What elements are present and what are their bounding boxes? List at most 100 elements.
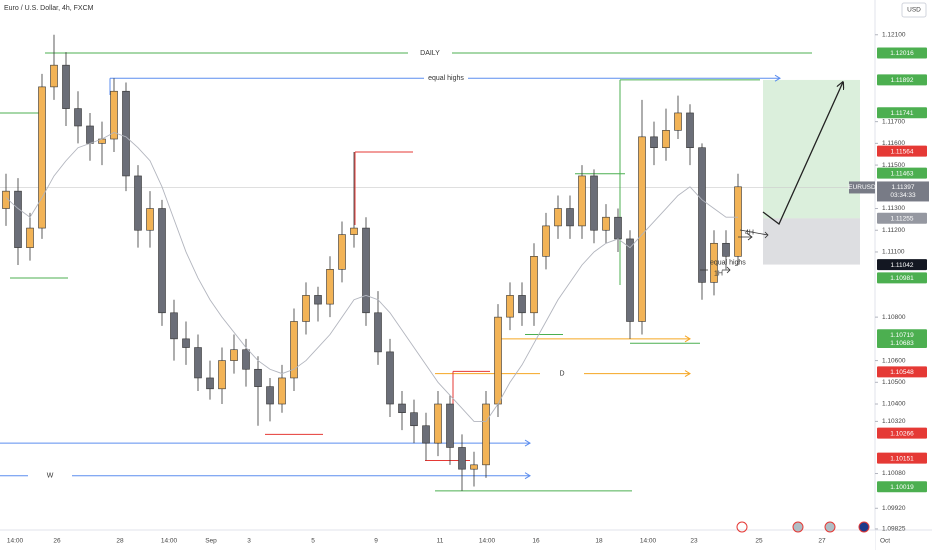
plot: DAILY equal highs D W 4H equal highs 1H — [0, 34, 875, 492]
x-tick-label: 26 — [53, 538, 61, 545]
candle-body — [386, 351, 394, 405]
last-badge — [877, 181, 929, 202]
level-label: W — [47, 473, 54, 480]
price-badge-label: 1.11892 — [890, 77, 913, 84]
y-tick-label: 1.10600 — [882, 357, 906, 364]
candle-body — [638, 136, 646, 322]
x-tick-label: 9 — [374, 538, 378, 545]
target-zone — [763, 79, 860, 219]
x-tick-label: 23 — [690, 538, 698, 545]
y-tick-label: 1.10400 — [882, 401, 906, 408]
price-badge-label: 1.11042 — [890, 262, 913, 269]
candle-body — [146, 208, 154, 231]
candle-body — [542, 225, 550, 257]
event-icon[interactable] — [824, 521, 836, 533]
note-label: 1H — [714, 271, 723, 278]
price-badge — [877, 47, 927, 59]
y-tick-label: 1.11600 — [882, 140, 905, 147]
price-badge — [877, 145, 927, 157]
candle-body — [38, 86, 46, 229]
candle-body — [734, 186, 742, 257]
candle-body — [374, 312, 382, 353]
candle-body — [470, 464, 478, 470]
x-tick-label: 5 — [311, 538, 315, 545]
candle-body — [614, 216, 622, 240]
candle-body — [530, 256, 538, 314]
price-badge-label: 1.11463 — [890, 170, 913, 177]
candle-body — [398, 403, 406, 414]
candle-body — [206, 377, 214, 390]
price-badge — [877, 272, 927, 284]
price-badge — [877, 107, 927, 119]
candle-body — [710, 242, 718, 283]
x-tick-label: Sep — [205, 538, 217, 545]
candle-body — [422, 425, 430, 444]
candle-body — [698, 147, 706, 283]
candle-body — [26, 227, 34, 248]
label-bg — [408, 48, 452, 58]
price-badge-label: 1.10548 — [890, 369, 914, 376]
candle-body — [194, 347, 202, 379]
candle-body — [626, 238, 634, 322]
y-tick-label: 1.11700 — [882, 118, 905, 125]
x-tick-label: 25 — [755, 538, 763, 545]
countdown: 03:34:33 — [890, 192, 916, 199]
candle-body — [722, 242, 730, 257]
y-tick-label: 1.11100 — [882, 249, 905, 256]
y-tick-label: 1.09920 — [882, 505, 906, 512]
y-tick-label: 1.11200 — [882, 227, 905, 234]
level-label: DAILY — [420, 50, 440, 57]
currency-button[interactable] — [901, 2, 927, 18]
candle-body — [410, 412, 418, 427]
candle-body — [290, 321, 298, 379]
price-badge-label: 1.10019 — [890, 484, 914, 491]
event-icon[interactable] — [858, 521, 870, 533]
symbol-label: EURUSD — [848, 184, 876, 191]
y-tick-label: 1.09825 — [882, 526, 906, 533]
candle-body — [434, 403, 442, 444]
candle-body — [134, 175, 142, 231]
x-tick-label: 28 — [116, 538, 124, 545]
note-label: equal highs — [710, 260, 746, 267]
projection-arrow — [762, 82, 843, 226]
price-badge — [877, 259, 927, 271]
level-arrow — [524, 439, 531, 447]
candle-body — [674, 112, 682, 131]
currency[interactable]: USD — [907, 7, 921, 14]
price-badge — [877, 452, 927, 464]
x-tick-label: 14:00 — [161, 538, 178, 545]
candle-body — [458, 447, 466, 470]
candle-body — [230, 349, 238, 361]
label-bg — [28, 470, 72, 481]
candle-body — [338, 234, 346, 270]
candle-body — [362, 227, 370, 314]
event-icon[interactable] — [792, 521, 804, 533]
candle-body — [278, 377, 286, 405]
stop-zone — [763, 218, 860, 265]
candle-body — [74, 108, 82, 127]
price-badge-label: 1.10151 — [890, 455, 914, 462]
y-tick-label: 1.12100 — [882, 31, 906, 38]
candle-body — [350, 227, 358, 235]
level-label: D — [559, 370, 564, 377]
candle-body — [302, 295, 310, 322]
candle-body — [182, 338, 190, 348]
price-badge-label: 1.10266 — [890, 430, 914, 437]
last-badge-label: 1.11397 — [891, 184, 914, 191]
x-tick-label: 11 — [437, 538, 444, 545]
candle-body — [62, 64, 70, 109]
x-tick-label: 3 — [247, 538, 251, 545]
candle-body — [686, 112, 694, 149]
event-icon[interactable] — [736, 521, 748, 533]
candle-body — [554, 208, 562, 227]
note-label: 4H — [745, 229, 754, 236]
price-badge — [877, 481, 927, 493]
price-badge-label: 1.10683 — [890, 340, 914, 347]
candle-body — [254, 368, 262, 387]
candle-body — [242, 349, 250, 370]
price-badge-label: 1.11741 — [890, 110, 913, 117]
level-label: equal highs — [428, 75, 464, 82]
candle-body — [590, 175, 598, 231]
y-tick-label: 1.10080 — [882, 470, 906, 477]
